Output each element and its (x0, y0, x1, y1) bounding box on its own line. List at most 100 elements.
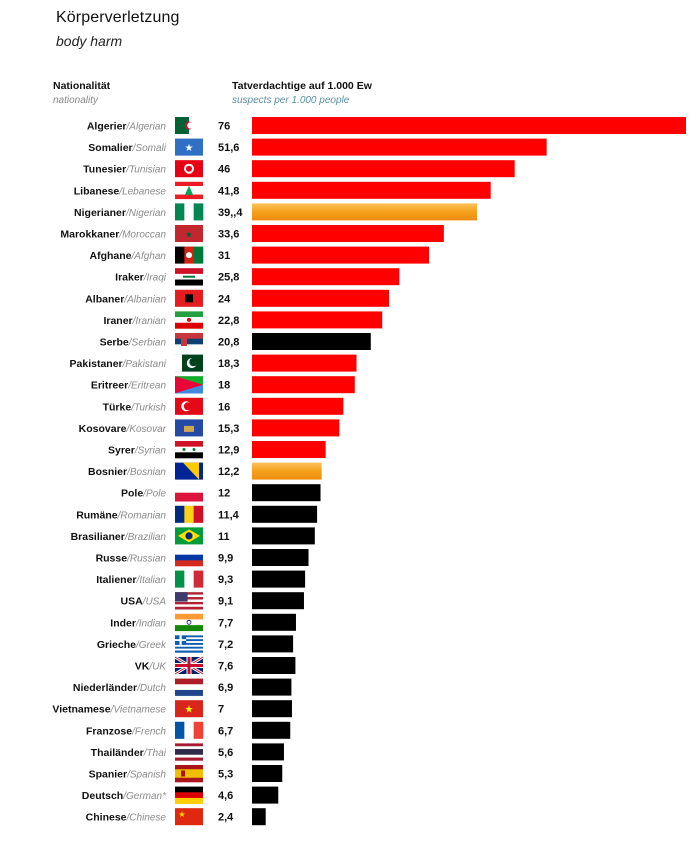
nationality-label: Albaner/Albanian (85, 293, 166, 305)
bar (252, 419, 340, 437)
china-flag-icon: ★ (175, 808, 203, 826)
nationality-label: Algerier/Algerian (87, 121, 167, 133)
kosovo-flag-icon (175, 419, 203, 437)
bar (252, 549, 309, 566)
nationality-label: USA/USA (120, 596, 166, 608)
nationality-label-en: UK (152, 662, 167, 673)
nationality-label-en: USA (145, 597, 166, 608)
nationality-label-de: Syrer (108, 445, 135, 457)
usa-flag-icon (175, 592, 203, 610)
bar (252, 700, 292, 718)
brazil-flag-icon (175, 527, 203, 545)
nationality-label-en: Lebanese (122, 186, 166, 197)
chart-row: Iraker/Iraqi 25,8 (115, 268, 400, 286)
nationality-label: Grieche/Greek (97, 639, 167, 651)
chart-row: Kosovare/Kosovar 15,3 (79, 419, 340, 437)
value-label: 76 (218, 121, 230, 133)
chart-row: Türke/Turkish 16 (103, 397, 344, 415)
bar (252, 289, 390, 307)
nationality-label: Somalier/Somali (88, 142, 166, 154)
chart-row: Syrer/Syrian 12,9 (108, 441, 326, 459)
nationality-label: Eritreer/Eritrean (91, 380, 167, 392)
bar (252, 181, 491, 199)
value-label: 41,8 (218, 185, 239, 197)
nationality-label-en: Serbian (132, 338, 167, 349)
nationality-label-de: Vietnamese (52, 704, 110, 716)
nationality-label-en: Syrian (138, 446, 167, 457)
nationality-label-de: Brasilianer (71, 531, 125, 543)
chart-row: Italiener/Italian 9,3 (96, 570, 306, 588)
nationality-label: Tunesier/Tunisian (83, 164, 166, 176)
nationality-column-subheader: nationality (53, 95, 99, 106)
turkey-flag-icon (175, 397, 203, 415)
bar (252, 570, 306, 588)
nationality-label-de: Afghane (90, 250, 132, 262)
chart-row: Iraner/Iranian 22,8 (103, 311, 383, 329)
nationality-label-de: VK (135, 661, 150, 673)
nationality-label-de: Inder (110, 617, 136, 629)
nationality-label-en: Pakistani (125, 359, 166, 370)
nationality-label-en: Greek (139, 640, 167, 651)
nationality-label-en: Italian (139, 575, 166, 586)
nationality-label: Inder/Indian (110, 617, 166, 629)
value-label: 25,8 (218, 272, 239, 284)
chart-row: Chinese/Chinese ★ 2,4 (86, 808, 266, 826)
suspects-column-subheader: suspects per 1.000 people (232, 95, 350, 106)
svg-text:★: ★ (178, 810, 185, 819)
bar (252, 268, 400, 286)
bar (252, 354, 357, 372)
chart-row: Brasilianer/Brazilian 11 (71, 527, 315, 545)
bar (252, 808, 266, 826)
nationality-label-en: Nigerian (129, 208, 167, 219)
somalia-flag-icon: ★ (175, 138, 203, 156)
bar (252, 484, 321, 502)
chart-row: Somalier/Somali ★ 51,6 (88, 138, 547, 156)
algeria-flag-icon (175, 117, 204, 134)
nationality-label: Niederländer/Dutch (73, 682, 167, 694)
nationality-label-en: Pole (146, 489, 166, 500)
value-label: 22,8 (218, 315, 239, 327)
nationality-label-en: Kosovar (129, 424, 166, 435)
bar (252, 138, 547, 156)
value-label: 20,8 (218, 337, 239, 349)
value-label: 7 (218, 704, 224, 716)
bar (252, 397, 344, 415)
nationality-label-en: Chinese (129, 813, 166, 824)
value-label: 5,6 (218, 747, 233, 759)
value-label: 12,9 (218, 445, 239, 457)
value-label: 24 (218, 293, 231, 305)
chart-row: Russe/Russian 9,9 (96, 549, 309, 567)
vietnam-flag-icon: ★ (175, 700, 203, 718)
nationality-label-en: Iraqi (147, 273, 167, 284)
value-label: 16 (218, 401, 230, 413)
nationality-label-en: Russian (130, 554, 167, 565)
bar (252, 786, 279, 804)
svg-text:★: ★ (185, 143, 194, 154)
chart-row: Eritreer/Eritrean 18 (91, 376, 355, 394)
nationality-label-en: Afghan (133, 251, 166, 262)
nationality-label-en: Tunisian (129, 165, 166, 176)
nationality-label-de: Russe (96, 553, 128, 565)
nationality-label-de: Nigerianer (74, 207, 126, 219)
bar (252, 311, 383, 329)
nationality-label: Pole/Pole (121, 488, 166, 500)
chart-row: Grieche/Greek 7,2 (97, 635, 294, 653)
bar (252, 613, 296, 631)
morocco-flag-icon: ★ (175, 225, 203, 242)
nationality-label-de: Bosnier (88, 466, 127, 478)
nationality-label-de: Marokkaner (60, 229, 119, 241)
value-label: 7,7 (218, 617, 233, 629)
nationality-label-de: Deutsch (82, 790, 123, 802)
nationality-label: Pakistaner/Pakistani (70, 358, 167, 370)
nationality-label: Kosovare/Kosovar (79, 423, 167, 435)
nationality-label-de: Spanier (89, 769, 128, 781)
value-label: 9,9 (218, 553, 233, 565)
nationality-label-de: Somalier (88, 142, 132, 154)
chart-row: Algerier/Algerian 76 (87, 117, 686, 134)
nationality-label: Türke/Turkish (103, 401, 167, 413)
lebanon-flag-icon (175, 181, 203, 200)
nationality-label-en: Thai (147, 748, 167, 759)
chart-row: Nigerianer/Nigerian 39,,4 (74, 203, 477, 221)
nationality-label-de: Türke (103, 401, 132, 413)
chart-row: USA/USA 9,1 (120, 592, 304, 610)
